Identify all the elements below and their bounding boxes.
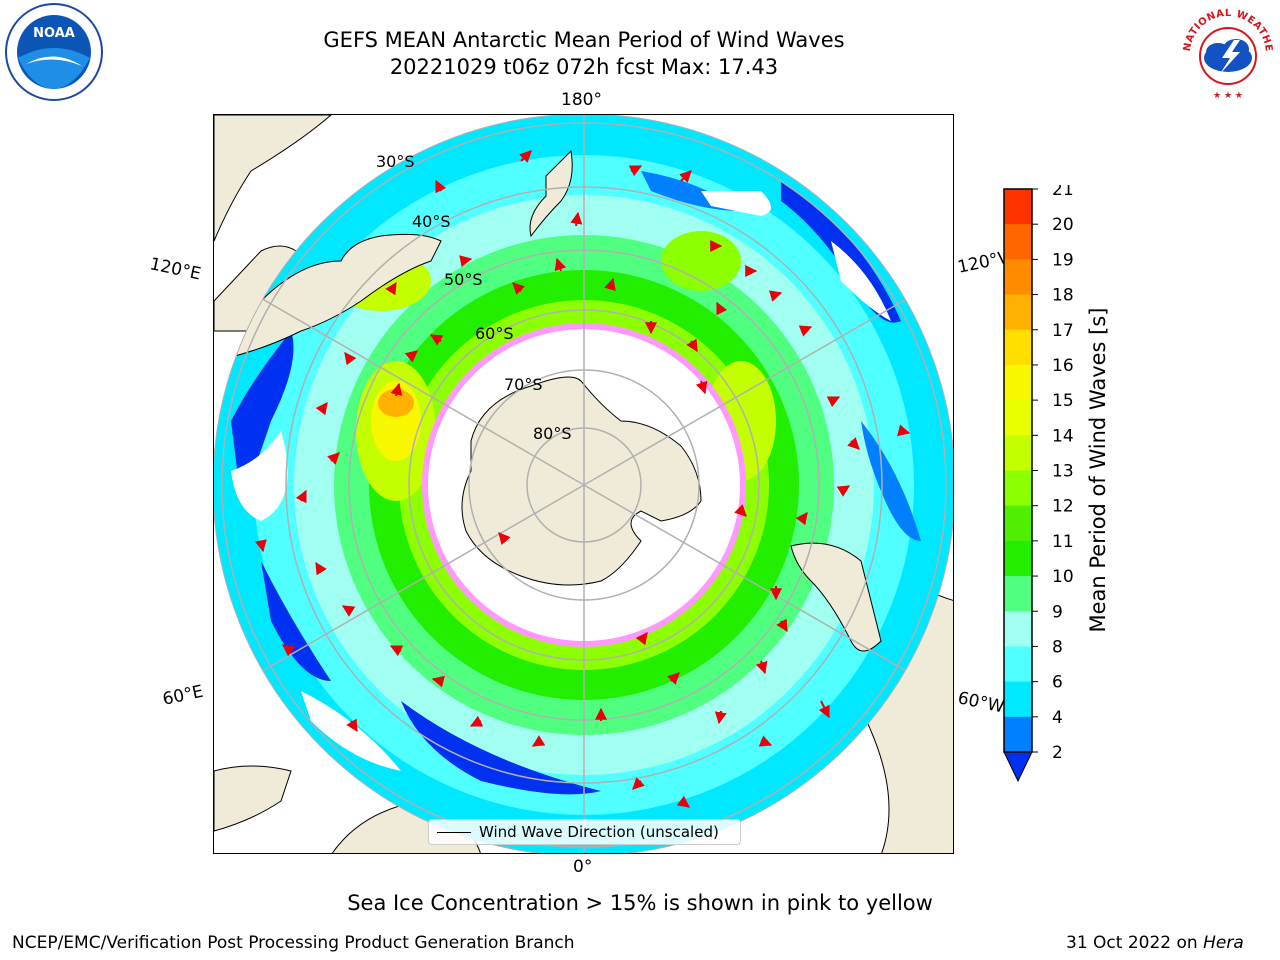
colorbar-tick-label: 15 (1052, 391, 1074, 411)
lat-label-40s: 40°S (412, 212, 451, 231)
colorbar-tick-label: 6 (1052, 673, 1063, 693)
colorbar-segment (1004, 716, 1032, 753)
lat-label-60s: 60°S (475, 324, 514, 343)
colorbar: 21 20 19 18 17 16 15 14 13 12 11 10 9 8 6 4 2 (1003, 185, 1074, 783)
colorbar-tick-label: 4 (1052, 708, 1063, 728)
colorbar-segment (1004, 294, 1032, 331)
nws-logo-icon: NATIONAL WEATHER SERVICE ★ ★ ★ (1176, 2, 1274, 101)
footer-date: 31 Oct 2022 on Hera (1066, 933, 1244, 953)
colorbar-segment (1004, 329, 1032, 366)
colorbar-segment (1004, 611, 1032, 647)
lon-label-60w: 60°W (955, 688, 1007, 718)
colorbar-tick-label: 14 (1052, 426, 1074, 446)
colorbar-tick-label: 9 (1052, 602, 1063, 622)
sea-ice-note: Sea Ice Concentration > 15% is shown in … (347, 891, 933, 915)
colorbar-tick-label: 18 (1052, 286, 1074, 306)
colorbar-segment (1004, 364, 1032, 401)
map-legend: Wind Wave Direction (unscaled) (428, 819, 741, 845)
colorbar-tick-label: 2 (1052, 743, 1063, 763)
footer-date-text: 31 Oct 2022 on (1066, 933, 1204, 953)
lat-label-30s: 30°S (376, 152, 415, 171)
colorbar-segment (1004, 259, 1032, 296)
colorbar-segment (1004, 400, 1032, 436)
lon-label-0: 0° (573, 857, 593, 877)
colorbar-tick-label: 10 (1052, 567, 1074, 587)
colorbar-tick-label: 17 (1052, 321, 1074, 341)
colorbar-segment (1004, 576, 1032, 612)
colorbar-tick-label: 11 (1052, 532, 1074, 552)
colorbar-segment (1004, 681, 1032, 718)
map-subtitle: 20221029 t06z 072h fcst Max: 17.43 (389, 55, 779, 79)
legend-line-icon (437, 832, 471, 833)
polar-map (213, 114, 954, 854)
map-title: GEFS MEAN Antarctic Mean Period of Wind … (323, 28, 845, 52)
colorbar-segment (1004, 540, 1032, 577)
colorbar-segment (1004, 435, 1032, 471)
polar-map-canvas (214, 115, 953, 853)
svg-text:★ ★ ★: ★ ★ ★ (1213, 91, 1243, 101)
lat-label-80s: 80°S (533, 424, 572, 443)
colorbar-tick-label: 8 (1052, 637, 1063, 657)
colorbar-tick-label: 16 (1052, 356, 1074, 376)
colorbar-segment (1004, 189, 1032, 225)
footer-host: Hera (1203, 933, 1244, 953)
colorbar-tick-label: 19 (1052, 250, 1074, 270)
lon-label-60e: 60°E (160, 681, 206, 710)
footer-credit: NCEP/EMC/Verification Post Processing Pr… (12, 933, 575, 953)
colorbar-label: Mean Period of Wind Waves [s] (1086, 307, 1110, 633)
colorbar-segment (1004, 646, 1032, 683)
colorbar-extend-arrow (1003, 751, 1033, 783)
colorbar-tick-label: 20 (1052, 215, 1074, 235)
colorbar-tick-label: 21 (1052, 185, 1074, 200)
legend-label: Wind Wave Direction (unscaled) (479, 823, 719, 841)
lat-label-70s: 70°S (504, 375, 543, 394)
colorbar-segment (1004, 224, 1032, 260)
colorbar-tick-label: 12 (1052, 497, 1074, 517)
colorbar-segment (1004, 470, 1032, 507)
noaa-logo-icon: NOAA (5, 3, 103, 101)
lon-label-120e: 120°E (147, 254, 203, 285)
lat-label-50s: 50°S (444, 270, 483, 289)
noaa-logo-text: NOAA (33, 26, 75, 41)
colorbar-segment (1004, 505, 1032, 542)
colorbar-tick-label: 13 (1052, 462, 1074, 482)
lon-label-180: 180° (561, 90, 602, 110)
